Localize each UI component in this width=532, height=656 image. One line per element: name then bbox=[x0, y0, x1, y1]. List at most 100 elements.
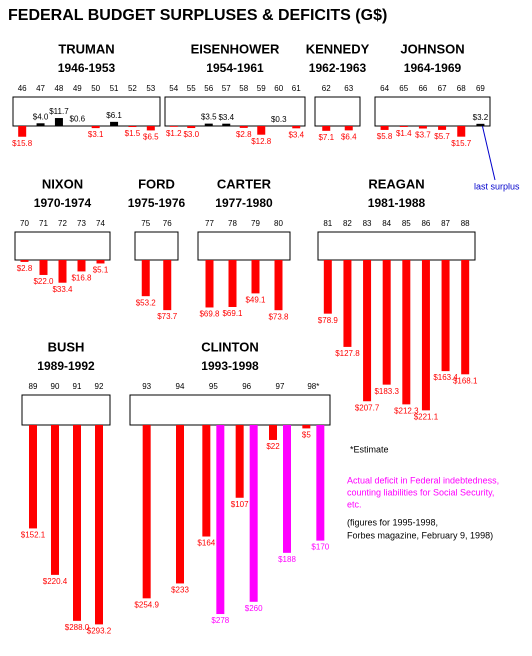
bar bbox=[40, 260, 48, 275]
bar bbox=[438, 126, 446, 130]
value-label: $49.1 bbox=[245, 295, 266, 304]
note: etc. bbox=[347, 499, 362, 509]
note: counting liabilities for Social Security… bbox=[347, 487, 494, 497]
bar bbox=[170, 126, 178, 127]
bar bbox=[176, 425, 184, 583]
bar bbox=[292, 126, 300, 128]
panel-title: KENNEDY bbox=[306, 41, 370, 56]
x-tick-label: 62 bbox=[322, 84, 331, 93]
value-label: $3.4 bbox=[288, 130, 304, 139]
value-label: $3.0 bbox=[183, 130, 199, 139]
value-label: $15.8 bbox=[12, 139, 33, 148]
x-tick-label: 49 bbox=[73, 84, 82, 93]
x-tick-label: 71 bbox=[39, 219, 48, 228]
x-tick-label: 89 bbox=[29, 382, 38, 391]
panel-title: CLINTON bbox=[201, 339, 259, 354]
value-label: $1.4 bbox=[396, 129, 412, 138]
bar bbox=[250, 425, 258, 602]
x-tick-label: 86 bbox=[421, 219, 430, 228]
value-label: $7.1 bbox=[318, 133, 334, 142]
value-label: $278 bbox=[211, 616, 229, 625]
x-tick-label: 51 bbox=[110, 84, 119, 93]
bar bbox=[302, 425, 310, 428]
value-label: $22.0 bbox=[33, 277, 54, 286]
panel-subtitle: 1993-1998 bbox=[201, 359, 259, 373]
value-label: $5.7 bbox=[434, 132, 450, 141]
bar bbox=[457, 126, 465, 137]
value-label: $78.9 bbox=[318, 316, 339, 325]
value-label: $3.2 bbox=[473, 113, 489, 122]
bar bbox=[275, 260, 283, 310]
x-tick-label: 70 bbox=[20, 219, 29, 228]
value-label: $183.3 bbox=[374, 387, 399, 396]
x-tick-label: 93 bbox=[142, 382, 151, 391]
bar bbox=[402, 260, 410, 404]
value-label: $6.5 bbox=[143, 133, 159, 142]
x-tick-label: 56 bbox=[204, 84, 213, 93]
x-tick-label: 95 bbox=[209, 382, 218, 391]
annotation: last surplus bbox=[474, 181, 520, 191]
bar bbox=[269, 425, 277, 440]
value-label: $16.8 bbox=[71, 274, 92, 283]
panel-title: BUSH bbox=[48, 339, 85, 354]
x-tick-label: 48 bbox=[54, 84, 63, 93]
bar bbox=[18, 126, 26, 137]
bar bbox=[257, 126, 265, 135]
x-tick-label: 92 bbox=[95, 382, 104, 391]
x-tick-label: 53 bbox=[146, 84, 155, 93]
x-tick-label: 64 bbox=[380, 84, 389, 93]
bar bbox=[92, 126, 100, 128]
baseline-box bbox=[315, 97, 360, 126]
bar bbox=[55, 118, 63, 126]
value-label: $5.1 bbox=[93, 266, 109, 275]
value-label: $164 bbox=[197, 539, 215, 548]
x-tick-label: 47 bbox=[36, 84, 45, 93]
baseline-box bbox=[318, 232, 475, 260]
value-label: $2.8 bbox=[17, 264, 33, 273]
value-label: $73.7 bbox=[157, 312, 178, 321]
value-label: $107 bbox=[231, 500, 249, 509]
x-tick-label: 79 bbox=[251, 219, 260, 228]
x-tick-label: 83 bbox=[363, 219, 372, 228]
value-label: $3.1 bbox=[88, 130, 104, 139]
panel-subtitle: 1954-1961 bbox=[206, 61, 264, 75]
value-label: $73.8 bbox=[268, 312, 289, 321]
value-label: $293.2 bbox=[87, 626, 112, 635]
value-label: $3.7 bbox=[415, 131, 431, 140]
value-label: $1.2 bbox=[166, 129, 182, 138]
bar bbox=[37, 123, 45, 126]
annotation-line bbox=[482, 126, 495, 180]
bar bbox=[381, 126, 389, 130]
value-label: $0.3 bbox=[271, 115, 287, 124]
x-tick-label: 58 bbox=[239, 84, 248, 93]
bar bbox=[202, 425, 210, 537]
baseline-box bbox=[198, 232, 290, 260]
x-tick-label: 75 bbox=[141, 219, 150, 228]
x-tick-label: 94 bbox=[176, 382, 185, 391]
bar bbox=[29, 425, 37, 528]
baseline-box bbox=[130, 395, 330, 425]
x-tick-label: 96 bbox=[242, 382, 251, 391]
value-label: $6.1 bbox=[106, 111, 122, 120]
bar bbox=[73, 425, 81, 621]
bar bbox=[187, 126, 195, 128]
value-label: $53.2 bbox=[136, 298, 157, 307]
bar bbox=[461, 260, 469, 374]
bar bbox=[236, 425, 244, 498]
value-label: $170 bbox=[311, 543, 329, 552]
bar bbox=[240, 126, 248, 128]
x-tick-label: 78 bbox=[228, 219, 237, 228]
value-label: $11.7 bbox=[49, 107, 69, 116]
bar bbox=[322, 126, 330, 131]
panel-title: FORD bbox=[138, 176, 175, 191]
bar bbox=[252, 260, 260, 293]
panel-title: TRUMAN bbox=[58, 41, 114, 56]
bar bbox=[78, 260, 86, 271]
bar bbox=[400, 126, 408, 127]
x-tick-label: 88 bbox=[461, 219, 470, 228]
bar bbox=[97, 260, 105, 263]
x-tick-label: 69 bbox=[476, 84, 485, 93]
value-label: $0.6 bbox=[70, 115, 86, 124]
value-label: $22 bbox=[266, 442, 280, 451]
bar bbox=[216, 425, 224, 614]
